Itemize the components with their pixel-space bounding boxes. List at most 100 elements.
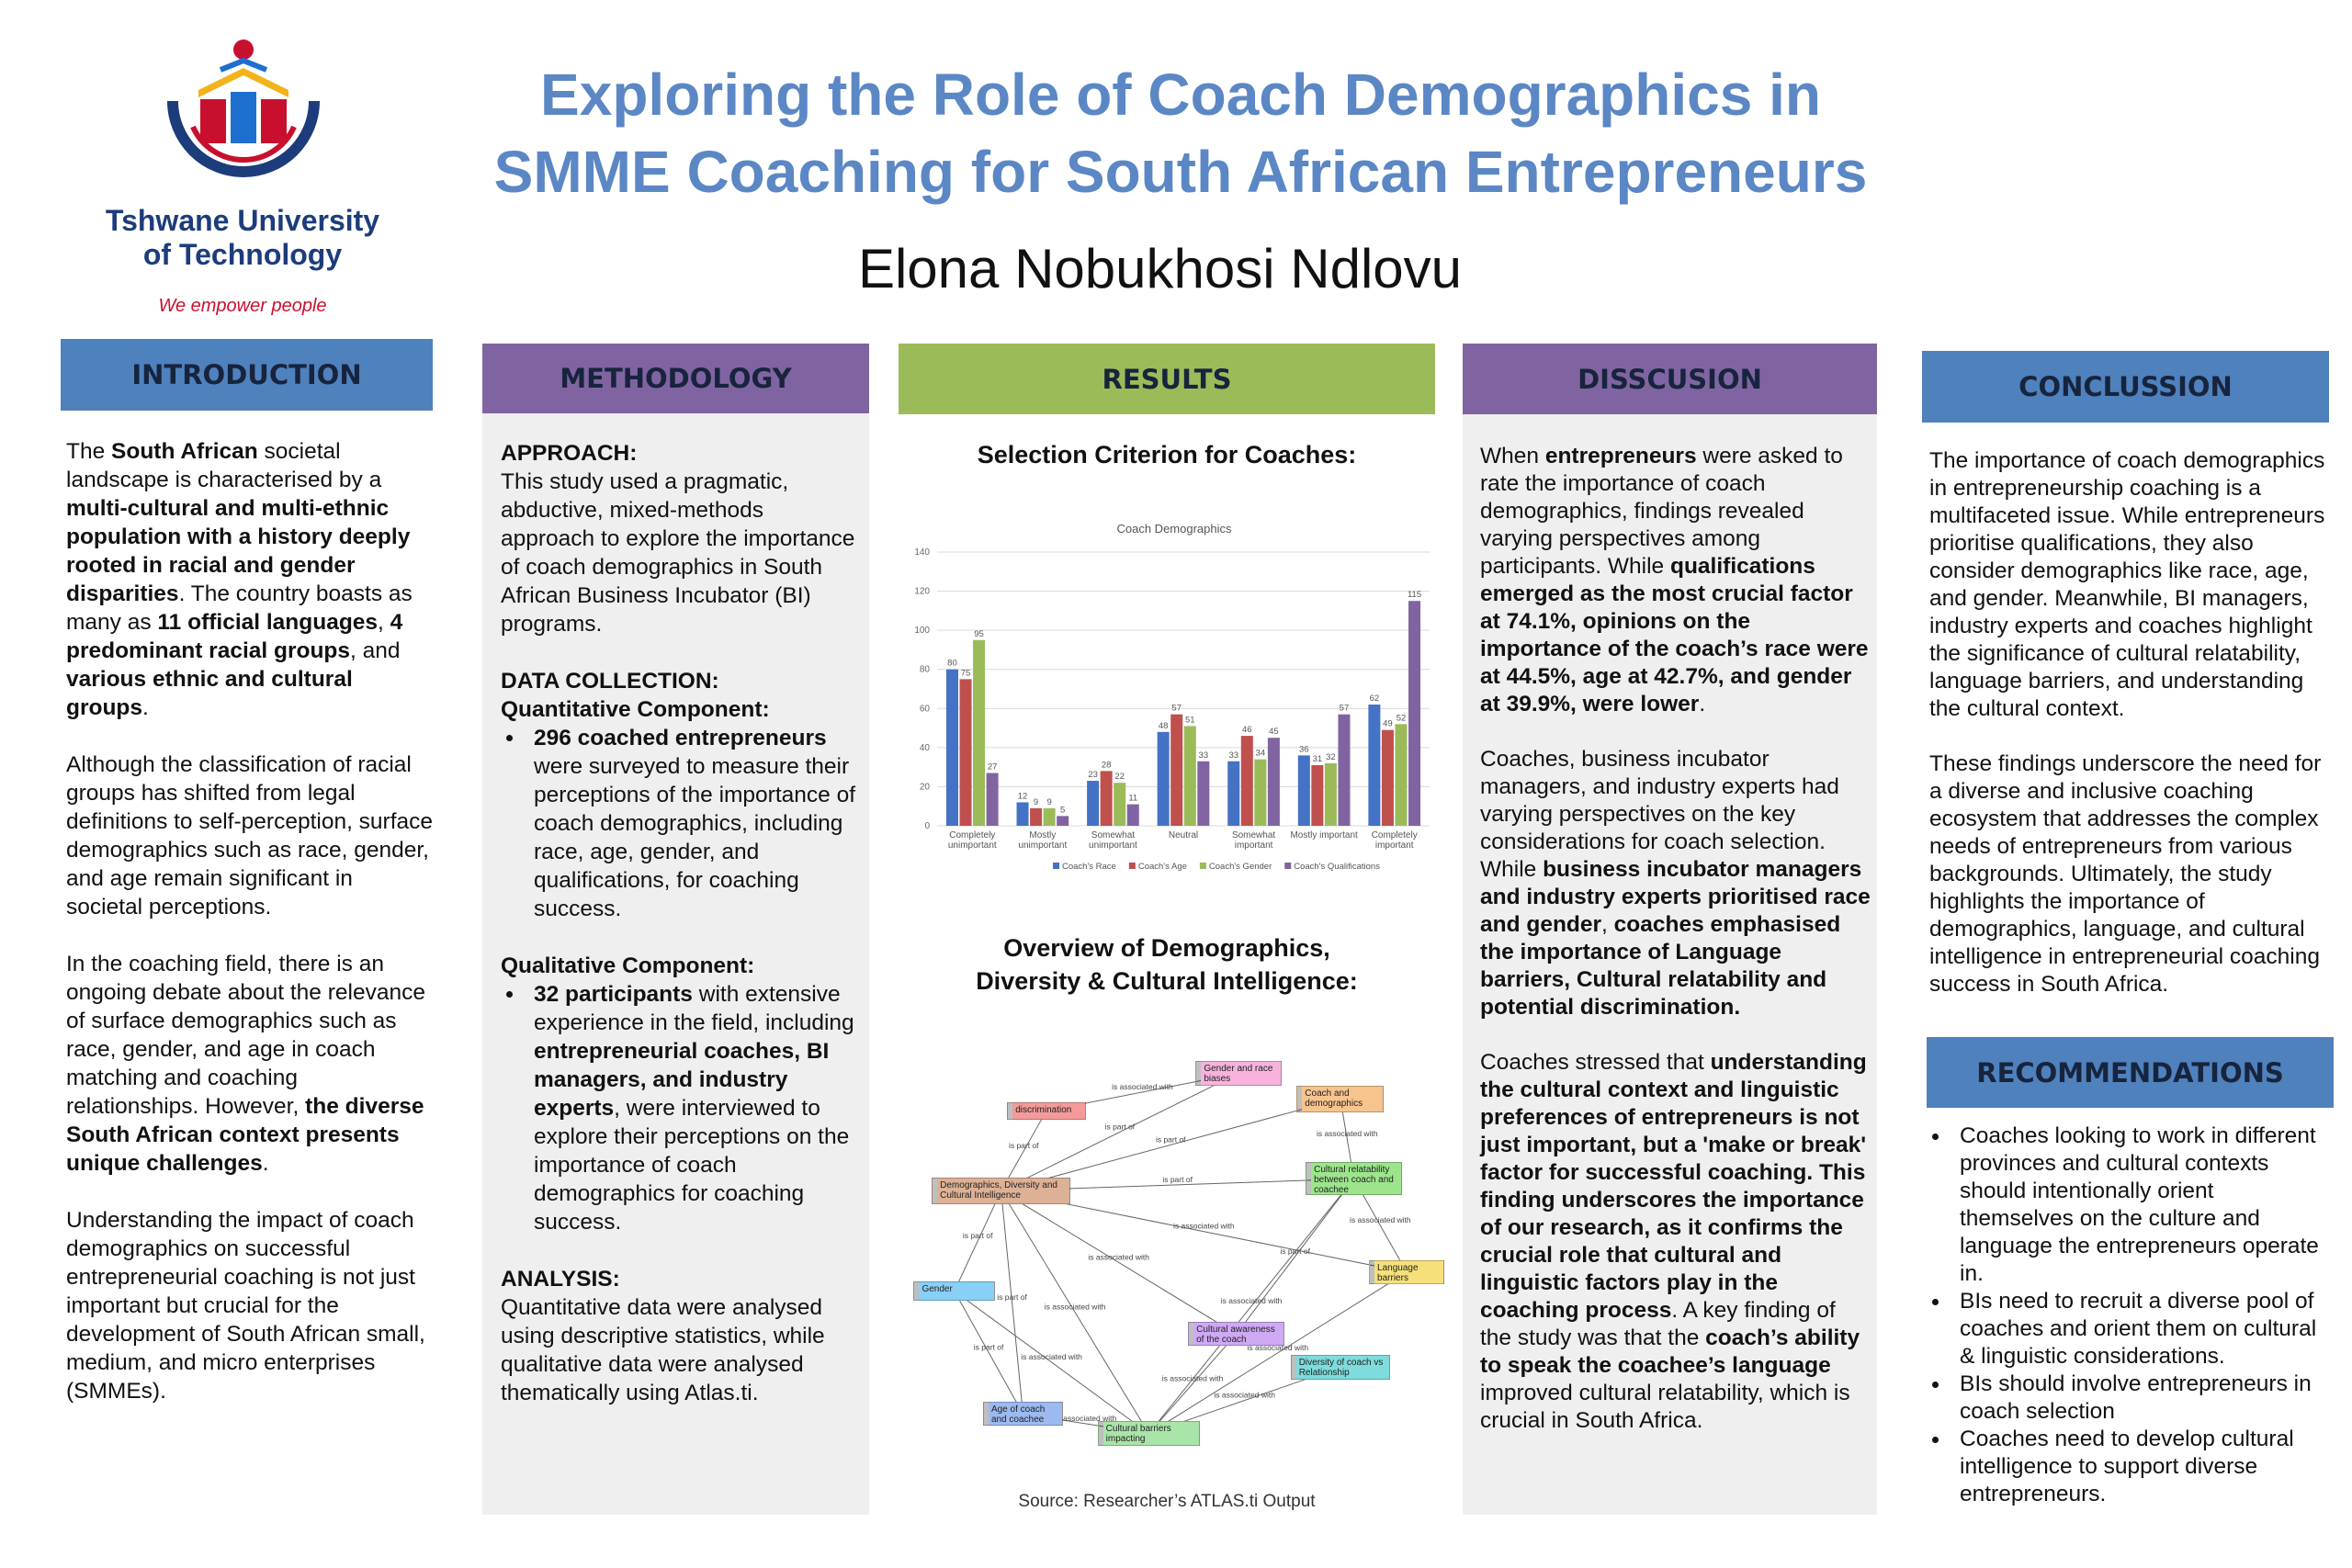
value-label: 95 bbox=[974, 629, 984, 639]
network-node: Language barriers bbox=[1369, 1259, 1445, 1285]
value-label: 31 bbox=[1313, 754, 1323, 764]
bullet-item: 32 participants with extensive experienc… bbox=[501, 980, 861, 1236]
chart-title: Coach Demographics bbox=[1116, 522, 1232, 536]
network-edge bbox=[1000, 1072, 1239, 1191]
text-run: In the coaching field, there is an ongoi… bbox=[66, 952, 425, 1119]
logo-tagline: We empower people bbox=[158, 296, 327, 316]
results-subheading: Overview of Demographics, Diversity & Cu… bbox=[899, 931, 1435, 998]
section-heading: RESULTS bbox=[899, 344, 1435, 414]
text-run: , and bbox=[350, 638, 401, 663]
edge-label: is part of bbox=[1105, 1122, 1136, 1131]
method-heading: Quantitative Component: bbox=[501, 697, 770, 722]
edge-label: is part of bbox=[1156, 1134, 1186, 1144]
text-run: This study used a pragmatic, abductive, … bbox=[501, 469, 855, 637]
bar bbox=[1324, 762, 1337, 826]
network-edge bbox=[1148, 1271, 1408, 1435]
value-label: 5 bbox=[1060, 805, 1065, 815]
logo-name: Tshwane University of Technology bbox=[77, 204, 408, 272]
y-tick-label: 40 bbox=[920, 743, 931, 753]
legend-label: Coach's Qualifications bbox=[1294, 862, 1380, 872]
network-edge bbox=[954, 1190, 1002, 1292]
legend-label: Coach's Age bbox=[1138, 862, 1187, 872]
network-diagram: is associated with is part of is part of is… bbox=[905, 1047, 1452, 1451]
results-subheading: Selection Criterion for Coaches: bbox=[977, 441, 1357, 468]
bar bbox=[1043, 807, 1056, 826]
logo-line: of Technology bbox=[142, 238, 343, 271]
legend-label: Coach's Gender bbox=[1209, 862, 1272, 872]
x-tick-label: Mostly unimportant bbox=[1018, 830, 1068, 851]
bar bbox=[1016, 802, 1029, 826]
text-run: . bbox=[1699, 692, 1706, 716]
network-node: Age of coach and coachee bbox=[982, 1402, 1063, 1427]
method-section: Qualitative Component: 32 participants wi… bbox=[501, 952, 861, 1236]
text-run: The bbox=[66, 439, 112, 464]
value-label: 57 bbox=[1340, 704, 1350, 714]
value-label: 11 bbox=[1128, 794, 1137, 804]
bar bbox=[1240, 736, 1253, 826]
method-heading: ANALYSIS: bbox=[501, 1267, 620, 1292]
x-tick-label: Mostly important bbox=[1290, 830, 1358, 840]
edge-label: is associated with bbox=[1112, 1082, 1173, 1091]
bar bbox=[986, 773, 999, 826]
y-tick-label: 120 bbox=[914, 587, 930, 597]
y-tick-label: 0 bbox=[924, 821, 930, 831]
bar bbox=[1030, 807, 1043, 826]
text-run: , bbox=[1601, 912, 1614, 937]
text-run: BIs should involve entrepreneurs in coac… bbox=[1960, 1371, 2312, 1424]
value-label: 51 bbox=[1185, 715, 1195, 725]
edge-label: is associated with bbox=[1317, 1129, 1378, 1138]
method-section: DATA COLLECTION: Quantitative Component: 2… bbox=[501, 667, 861, 923]
bold-text: 32 participants bbox=[534, 982, 693, 1007]
network-edges: is associated with is part of is part of is… bbox=[953, 1072, 1411, 1437]
bar bbox=[1254, 759, 1267, 826]
value-label: 52 bbox=[1396, 713, 1407, 723]
edge-label: is part of bbox=[974, 1342, 1004, 1351]
network-node: Cultural relatability between coach and … bbox=[1306, 1162, 1403, 1196]
value-label: 57 bbox=[1171, 704, 1182, 714]
value-label: 62 bbox=[1370, 694, 1380, 704]
value-label: 9 bbox=[1046, 797, 1051, 807]
network-node: Gender and race biases bbox=[1195, 1061, 1282, 1086]
section-heading: DISSCUSION bbox=[1463, 344, 1877, 414]
x-tick-label-box: Somewhat important bbox=[1231, 830, 1276, 851]
value-label: 49 bbox=[1383, 719, 1393, 729]
network-edge bbox=[998, 1190, 1023, 1415]
network-edge bbox=[954, 1290, 1023, 1415]
value-label: 33 bbox=[1199, 750, 1209, 761]
bar bbox=[1395, 724, 1408, 826]
bullet-item: BIs should involve entrepreneurs in coac… bbox=[1927, 1371, 2329, 1426]
text-run: , bbox=[378, 610, 390, 635]
x-tick-label: Somewhat unimportant bbox=[1089, 830, 1137, 851]
network-node: Gender bbox=[913, 1280, 996, 1302]
bold-text: entrepreneurial coaches, BI managers, an… bbox=[534, 1039, 830, 1121]
value-label: 23 bbox=[1088, 770, 1098, 780]
methodology-text: APPROACH: This study used a pragmatic, ab… bbox=[501, 439, 861, 1436]
text-run: were surveyed to measure their perceptio… bbox=[534, 754, 856, 921]
bold-text: multi-cultural and multi-ethnic populati… bbox=[66, 496, 411, 606]
network-edge bbox=[1236, 1178, 1355, 1335]
value-label: 75 bbox=[961, 668, 971, 678]
x-tick-label: Completely important bbox=[1371, 830, 1418, 851]
text-run: . bbox=[142, 695, 149, 720]
bar bbox=[1197, 761, 1210, 826]
paragraph: In the coaching field, there is an ongoi… bbox=[66, 950, 434, 1178]
bar bbox=[1311, 765, 1324, 826]
network-edge bbox=[1000, 1098, 1341, 1193]
section-heading: CONCLUSSION bbox=[1922, 351, 2329, 423]
legend-swatch bbox=[1284, 863, 1292, 869]
x-tick-label: Somewhat important bbox=[1231, 830, 1276, 851]
paragraph: The importance of coach demographics in … bbox=[1929, 447, 2326, 723]
paragraph: Coaches, business incubator managers, an… bbox=[1480, 746, 1871, 1021]
value-label: 48 bbox=[1159, 721, 1169, 731]
edge-label: is associated with bbox=[1045, 1303, 1106, 1312]
conclusion-text: The importance of coach demographics in … bbox=[1929, 447, 2326, 1026]
bold-text: South African bbox=[111, 439, 258, 464]
value-label: 115 bbox=[1408, 590, 1421, 600]
legend-swatch bbox=[1199, 863, 1206, 869]
paragraph: When entrepreneurs were asked to rate th… bbox=[1480, 443, 1871, 718]
network-edge bbox=[1148, 1178, 1355, 1434]
edge-label: is associated with bbox=[1221, 1296, 1283, 1305]
text-run: with extensive experience in the field, … bbox=[534, 982, 854, 1035]
legend-label: Coach's Race bbox=[1062, 862, 1116, 872]
